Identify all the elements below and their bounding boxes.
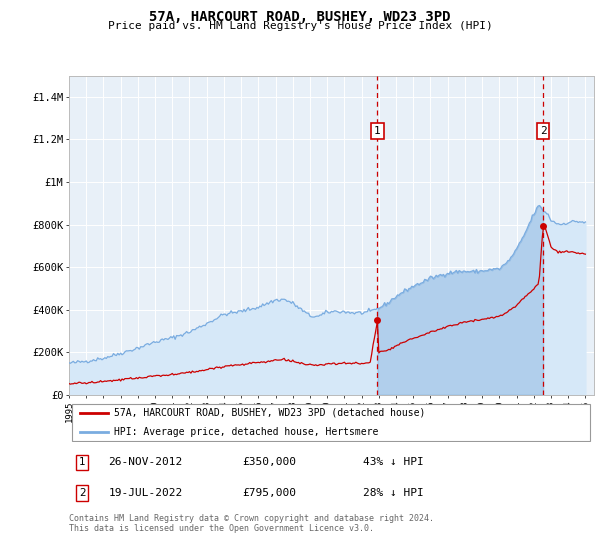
Text: £350,000: £350,000 bbox=[242, 457, 296, 467]
Text: 57A, HARCOURT ROAD, BUSHEY, WD23 3PD (detached house): 57A, HARCOURT ROAD, BUSHEY, WD23 3PD (de… bbox=[113, 408, 425, 418]
Text: £795,000: £795,000 bbox=[242, 488, 296, 498]
Text: 19-JUL-2022: 19-JUL-2022 bbox=[109, 488, 182, 498]
Text: 2: 2 bbox=[79, 488, 85, 498]
Text: 28% ↓ HPI: 28% ↓ HPI bbox=[363, 488, 424, 498]
Text: 26-NOV-2012: 26-NOV-2012 bbox=[109, 457, 182, 467]
Text: Contains HM Land Registry data © Crown copyright and database right 2024.
This d: Contains HM Land Registry data © Crown c… bbox=[69, 514, 434, 534]
FancyBboxPatch shape bbox=[71, 404, 590, 441]
Text: 1: 1 bbox=[79, 457, 85, 467]
Text: 57A, HARCOURT ROAD, BUSHEY, WD23 3PD: 57A, HARCOURT ROAD, BUSHEY, WD23 3PD bbox=[149, 10, 451, 24]
Text: HPI: Average price, detached house, Hertsmere: HPI: Average price, detached house, Hert… bbox=[113, 427, 378, 436]
Text: 2: 2 bbox=[539, 126, 547, 136]
Text: 43% ↓ HPI: 43% ↓ HPI bbox=[363, 457, 424, 467]
Text: Price paid vs. HM Land Registry's House Price Index (HPI): Price paid vs. HM Land Registry's House … bbox=[107, 21, 493, 31]
Text: 1: 1 bbox=[374, 126, 381, 136]
